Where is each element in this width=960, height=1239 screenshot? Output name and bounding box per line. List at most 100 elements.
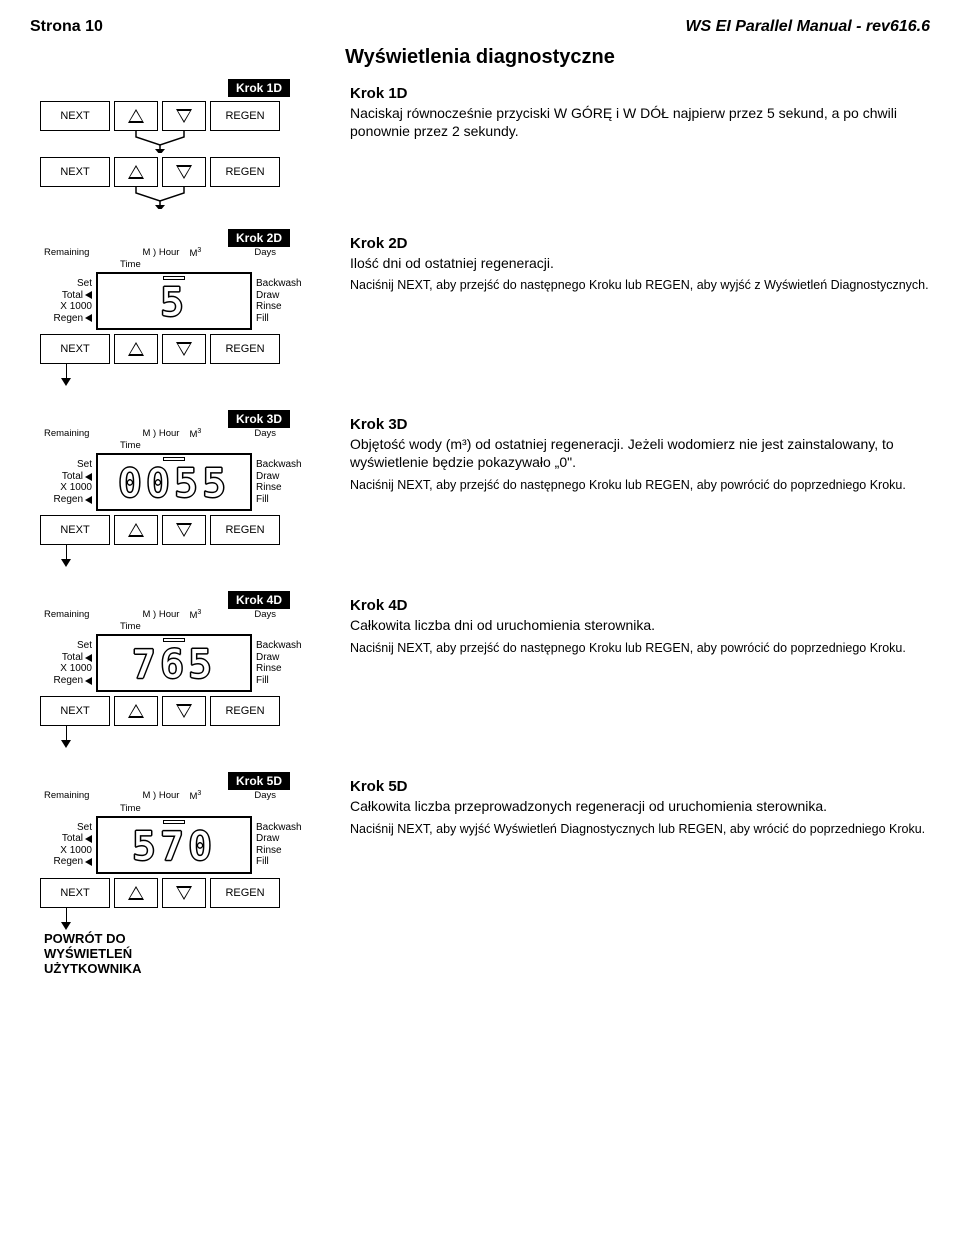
lcd-value: 0055	[102, 461, 246, 507]
annot-fill: Fill	[256, 675, 310, 687]
lcd-top-annot: Remaining M ) Hour M3 Days	[40, 790, 320, 802]
annot-days: Days	[254, 428, 276, 440]
regen-button[interactable]: REGEN	[210, 334, 280, 364]
lcd-value: 765	[102, 642, 246, 688]
regen-button[interactable]: REGEN	[210, 515, 280, 545]
step-pill-1d: Krok 1D	[228, 79, 290, 97]
annot-remaining: Remaining	[44, 428, 89, 440]
next-button[interactable]: NEXT	[40, 878, 110, 908]
next-button[interactable]: NEXT	[40, 157, 110, 187]
flow-merge	[40, 131, 320, 149]
step-pill-5d: Krok 5D	[228, 772, 290, 790]
step-body: Całkowita liczba dni od uruchomienia ste…	[350, 616, 930, 634]
step-note: Naciśnij NEXT, aby wyjść Wyświetleń Diag…	[350, 822, 930, 838]
step-pill-3d: Krok 3D	[228, 410, 290, 428]
flow-arrow-icon	[61, 378, 71, 386]
down-button[interactable]	[162, 696, 206, 726]
page-title: Wyświetlenia diagnostyczne	[30, 46, 930, 69]
annot-days: Days	[254, 790, 276, 802]
triangle-left-icon	[85, 291, 92, 299]
next-button[interactable]: NEXT	[40, 696, 110, 726]
regen-label: REGEN	[225, 705, 264, 717]
annot-total: Total	[62, 471, 83, 483]
annot-rinse: Rinse	[256, 301, 310, 313]
up-button[interactable]	[114, 157, 158, 187]
step-3d: Krok 3D Remaining M ) Hour M3 Days Time …	[30, 410, 930, 567]
button-panel: NEXT REGEN	[40, 157, 320, 187]
regen-label: REGEN	[225, 887, 264, 899]
annot-total: Total	[62, 652, 83, 664]
annot-m-hour: M ) Hour	[142, 428, 179, 440]
flow-arrow-icon	[61, 559, 71, 567]
page-number: Strona 10	[30, 18, 103, 36]
regen-label: REGEN	[225, 110, 264, 122]
regen-button[interactable]: REGEN	[210, 696, 280, 726]
annot-regen: Regen	[54, 675, 83, 687]
triangle-down-icon	[176, 165, 192, 179]
lcd-top-annot: Remaining M ) Hour M3 Days	[40, 247, 320, 259]
annot-draw: Draw	[256, 833, 310, 845]
annot-m-hour: M ) Hour	[142, 790, 179, 802]
flow-line	[66, 545, 330, 559]
triangle-down-icon	[176, 342, 192, 356]
step-pill-4d: Krok 4D	[228, 591, 290, 609]
up-button[interactable]	[114, 101, 158, 131]
annot-fill: Fill	[256, 494, 310, 506]
annot-fill: Fill	[256, 313, 310, 325]
down-button[interactable]	[162, 515, 206, 545]
annot-draw: Draw	[256, 471, 310, 483]
next-button[interactable]: NEXT	[40, 515, 110, 545]
annot-rinse: Rinse	[256, 482, 310, 494]
triangle-left-icon	[85, 835, 92, 843]
step-body: Naciskaj równocześnie przyciski W GÓRĘ i…	[350, 104, 930, 140]
next-label: NEXT	[60, 887, 89, 899]
triangle-left-icon	[85, 858, 92, 866]
triangle-left-icon	[85, 677, 92, 685]
annot-m3-sup: 3	[197, 247, 201, 254]
lcd-value: 570	[102, 824, 246, 870]
down-button[interactable]	[162, 878, 206, 908]
up-button[interactable]	[114, 696, 158, 726]
annot-regen: Regen	[54, 494, 83, 506]
triangle-down-icon	[176, 704, 192, 718]
annot-days: Days	[254, 247, 276, 259]
next-label: NEXT	[60, 110, 89, 122]
regen-label: REGEN	[225, 343, 264, 355]
footer-line: POWRÓT DO	[44, 932, 330, 947]
flow-line	[66, 726, 330, 740]
regen-button[interactable]: REGEN	[210, 878, 280, 908]
next-label: NEXT	[60, 705, 89, 717]
next-button[interactable]: NEXT	[40, 334, 110, 364]
flow-line	[66, 908, 330, 922]
regen-button[interactable]: REGEN	[210, 101, 280, 131]
annot-backwash: Backwash	[256, 822, 310, 834]
triangle-down-icon	[176, 109, 192, 123]
next-label: NEXT	[60, 524, 89, 536]
triangle-down-icon	[176, 886, 192, 900]
step-title: Krok 4D	[350, 597, 930, 614]
regen-button[interactable]: REGEN	[210, 157, 280, 187]
down-button[interactable]	[162, 157, 206, 187]
manual-rev: WS EI Parallel Manual - rev616.6	[685, 18, 930, 36]
annot-x1000: X 1000	[60, 845, 92, 857]
lcd-time-annot: Time	[40, 440, 320, 451]
flow-line	[66, 364, 330, 378]
triangle-left-icon	[85, 496, 92, 504]
lcd-top-annot: Remaining M ) Hour M3 Days	[40, 609, 320, 621]
next-button[interactable]: NEXT	[40, 101, 110, 131]
annot-total: Total	[62, 833, 83, 845]
down-button[interactable]	[162, 101, 206, 131]
triangle-left-icon	[85, 473, 92, 481]
lcd-time-annot: Time	[40, 259, 320, 270]
step-title: Krok 2D	[350, 235, 930, 252]
down-button[interactable]	[162, 334, 206, 364]
lcd-display: Set Total X 1000 Regen 5 Backwash Draw R…	[40, 272, 320, 330]
up-button[interactable]	[114, 878, 158, 908]
button-panel: NEXT REGEN	[40, 696, 320, 726]
flow-arrow-icon	[61, 740, 71, 748]
triangle-left-icon	[85, 654, 92, 662]
up-button[interactable]	[114, 515, 158, 545]
annot-fill: Fill	[256, 856, 310, 868]
up-button[interactable]	[114, 334, 158, 364]
lcd-top-annot: Remaining M ) Hour M3 Days	[40, 428, 320, 440]
